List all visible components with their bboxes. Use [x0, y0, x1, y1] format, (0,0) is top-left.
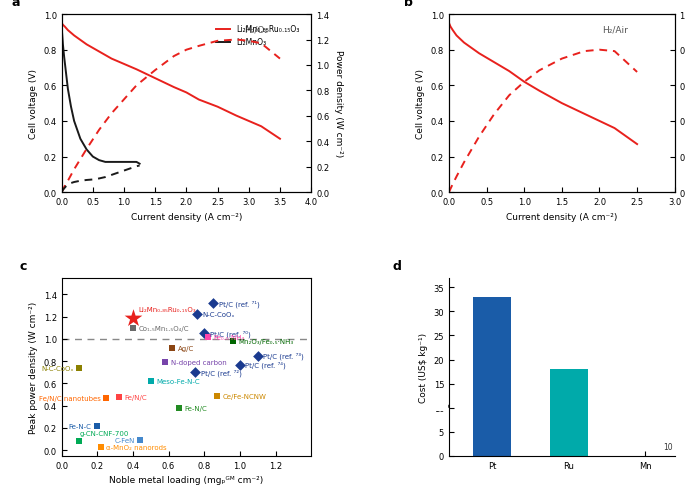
Text: Li₂Mn₀.₈₅Ru₀.₁₅O₃: Li₂Mn₀.₈₅Ru₀.₁₅O₃ — [138, 307, 196, 313]
Point — [166, 344, 177, 352]
Text: d: d — [393, 259, 401, 272]
Text: H₂/Air: H₂/Air — [603, 26, 628, 35]
Text: Fe/N/C: Fe/N/C — [124, 394, 147, 400]
Point — [211, 392, 222, 400]
Text: H₂/O₂: H₂/O₂ — [244, 26, 268, 35]
Point — [101, 394, 112, 402]
Text: N-doped carbon: N-doped carbon — [171, 360, 226, 366]
Bar — [473, 298, 511, 456]
Text: b: b — [404, 0, 412, 9]
Point — [134, 436, 145, 444]
Text: Ag/C: Ag/C — [177, 345, 194, 351]
Y-axis label: Cell voltage (V): Cell voltage (V) — [416, 69, 425, 139]
Text: c: c — [19, 259, 27, 272]
Text: 10: 10 — [664, 442, 673, 451]
Y-axis label: Cost (US$ kg⁻¹): Cost (US$ kg⁻¹) — [419, 332, 428, 402]
X-axis label: Current density (A cm⁻²): Current density (A cm⁻²) — [506, 212, 618, 221]
Y-axis label: Power density (W cm⁻²): Power density (W cm⁻²) — [334, 51, 343, 157]
Point — [160, 359, 171, 367]
Y-axis label: Peak power density (W cm⁻²): Peak power density (W cm⁻²) — [29, 301, 38, 433]
Point — [145, 377, 156, 385]
Text: Co₁.₅Mn₁.₅O₄/C: Co₁.₅Mn₁.₅O₄/C — [138, 325, 189, 331]
Point — [234, 361, 245, 369]
Text: α-MnO₂ nanorods: α-MnO₂ nanorods — [106, 444, 167, 450]
Point — [95, 443, 106, 451]
Text: a: a — [12, 0, 21, 9]
Point — [199, 330, 210, 338]
Text: Fe-N-C: Fe-N-C — [69, 423, 92, 429]
Text: N-C-CoOₓ: N-C-CoOₓ — [203, 312, 235, 318]
Text: Pt/C (ref. ⁷³): Pt/C (ref. ⁷³) — [263, 352, 304, 360]
Y-axis label: Cell voltage (V): Cell voltage (V) — [29, 69, 38, 139]
Text: Fe₀.₅·NH₃: Fe₀.₅·NH₃ — [213, 334, 245, 340]
Point — [202, 333, 213, 341]
Text: Pt/C (ref. ⁷⁴): Pt/C (ref. ⁷⁴) — [245, 361, 286, 369]
Text: Ce/Fe-NCNW: Ce/Fe-NCNW — [222, 393, 266, 399]
Point — [74, 437, 85, 445]
Point — [208, 300, 219, 308]
Text: Pt/C (ref. ⁷⁰): Pt/C (ref. ⁷⁰) — [210, 330, 251, 338]
Point — [127, 314, 138, 322]
Text: Fe-N/C: Fe-N/C — [185, 405, 208, 411]
Text: Pt/C (ref. ⁷¹): Pt/C (ref. ⁷¹) — [219, 300, 260, 308]
Point — [92, 422, 103, 430]
Point — [74, 364, 85, 372]
Text: Fe/N/C nanotubes: Fe/N/C nanotubes — [39, 395, 101, 401]
Point — [252, 352, 263, 360]
X-axis label: Current density (A cm⁻²): Current density (A cm⁻²) — [131, 212, 242, 221]
Point — [127, 324, 138, 332]
Text: Pt/C (ref. ⁷²): Pt/C (ref. ⁷²) — [201, 369, 242, 376]
Text: g-CN-CNF-700: g-CN-CNF-700 — [79, 430, 129, 436]
Point — [192, 311, 203, 319]
Bar — [549, 369, 588, 456]
Text: Meso-Fe-N-C: Meso-Fe-N-C — [156, 378, 200, 384]
Text: N-C-CoOₓ: N-C-CoOₓ — [41, 365, 74, 371]
Text: C-FeN: C-FeN — [114, 437, 134, 443]
X-axis label: Noble metal loading (mgₚᴳᴹ cm⁻²): Noble metal loading (mgₚᴳᴹ cm⁻²) — [110, 475, 264, 484]
Legend: Li₂Mn₀.₈₅Ru₀.₁₅O₃, Li₂MnO₃: Li₂Mn₀.₈₅Ru₀.₁₅O₃, Li₂MnO₃ — [213, 23, 302, 50]
Point — [227, 338, 238, 346]
Text: Mn₂O₃/Fe₀.₅·NH₃: Mn₂O₃/Fe₀.₅·NH₃ — [238, 339, 293, 345]
Point — [190, 369, 201, 377]
Point — [113, 393, 124, 401]
Point — [174, 404, 185, 412]
